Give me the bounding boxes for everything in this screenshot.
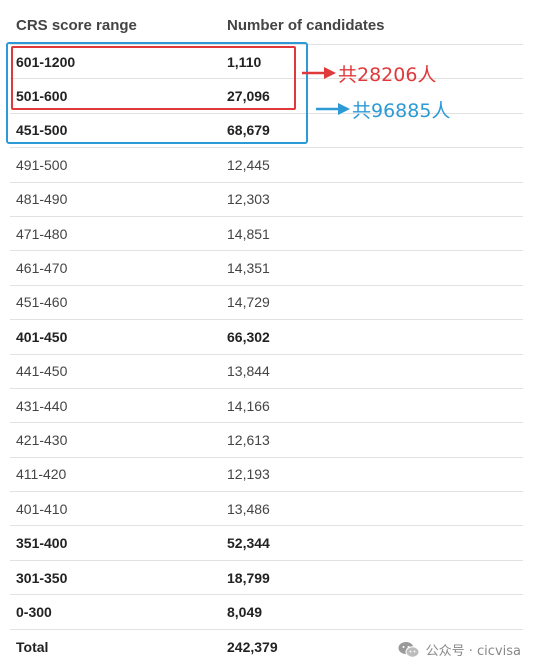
table-row: 431-440 14,166 (10, 389, 523, 424)
score-range-cell: 301-350 (16, 569, 68, 586)
score-range-cell: 411-420 (16, 466, 67, 483)
candidate-count-cell: 52,344 (227, 535, 270, 552)
candidate-count-cell: 14,729 (227, 294, 270, 311)
candidate-count-cell: 27,096 (227, 88, 270, 105)
candidate-count-cell: 14,166 (227, 397, 270, 414)
candidate-count-cell: 13,844 (227, 363, 270, 380)
table-header: CRS score range Number of candidates (10, 6, 523, 45)
score-range-cell: 491-500 (16, 156, 68, 173)
candidate-count-cell: 68,679 (227, 122, 270, 139)
table-row: 401-450 66,302 (10, 320, 523, 355)
blue-highlight-box (6, 42, 308, 144)
score-range-cell: 401-450 (16, 328, 68, 345)
candidate-count-cell: 8,049 (227, 603, 263, 620)
table-row: 501-600 27,096 (10, 79, 523, 114)
candidate-count-cell: 12,193 (227, 466, 270, 483)
table-row: 0-300 8,049 (10, 595, 523, 630)
candidate-count-cell: 12,445 (227, 156, 270, 173)
candidate-count-cell: 14,351 (227, 260, 270, 277)
score-range-cell: 0-300 (16, 603, 52, 620)
candidate-count-cell: 18,799 (227, 569, 270, 586)
header-crs-score-range: CRS score range (16, 16, 137, 34)
score-range-cell: 431-440 (16, 397, 68, 414)
table-row: 491-500 12,445 (10, 148, 523, 183)
table-row-total: Total 242,379 (10, 630, 523, 664)
score-range-cell: 461-470 (16, 260, 68, 277)
score-range-cell: 601-1200 (16, 53, 76, 70)
blue-note: 共96885人 (352, 100, 451, 122)
table-row: 411-420 12,193 (10, 458, 523, 493)
table-row: 301-350 18,799 (10, 561, 523, 596)
watermark: 公众号 · cicvisa (398, 640, 521, 659)
header-number-of-candidates: Number of candidates (227, 16, 385, 34)
score-range-cell: 451-460 (16, 294, 68, 311)
score-range-cell: 481-490 (16, 191, 68, 208)
candidate-count-cell: 14,851 (227, 225, 270, 242)
score-range-cell: Total (16, 638, 49, 655)
table-row: 421-430 12,613 (10, 423, 523, 458)
blue-arrow-icon (316, 103, 350, 115)
score-range-cell: 451-500 (16, 122, 68, 139)
table-row: 351-400 52,344 (10, 526, 523, 561)
candidate-count-cell: 12,613 (227, 431, 270, 448)
table-row: 481-490 12,303 (10, 183, 523, 217)
crs-score-table: CRS score range Number of candidates 601… (10, 6, 523, 664)
score-range-cell: 351-400 (16, 535, 68, 552)
score-range-cell: 421-430 (16, 431, 68, 448)
red-highlight-box (11, 46, 296, 110)
watermark-text: 公众号 · cicvisa (425, 644, 521, 659)
candidate-count-cell: 12,303 (227, 191, 270, 208)
score-range-cell: 471-480 (16, 225, 68, 242)
red-note: 共28206人 (338, 64, 437, 86)
table-row: 451-500 68,679 (10, 114, 523, 149)
table-row: 471-480 14,851 (10, 217, 523, 252)
table-row: 451-460 14,729 (10, 286, 523, 321)
table-row: 401-410 13,486 (10, 492, 523, 527)
candidate-count-cell: 1,110 (227, 53, 262, 70)
score-range-cell: 501-600 (16, 88, 68, 105)
candidate-count-cell: 242,379 (227, 638, 278, 655)
candidate-count-cell: 13,486 (227, 500, 270, 517)
score-range-cell: 441-450 (16, 363, 68, 380)
candidate-count-cell: 66,302 (227, 328, 270, 345)
table-row: 461-470 14,351 (10, 251, 523, 286)
table-row: 601-1200 1,110 (10, 45, 523, 80)
wechat-icon (398, 641, 420, 658)
table-row: 441-450 13,844 (10, 355, 523, 389)
table-body: 601-1200 1,110 501-600 27,096 451-500 68,679 4… (10, 45, 523, 664)
red-arrow-icon (302, 67, 336, 79)
score-range-cell: 401-410 (16, 500, 68, 517)
